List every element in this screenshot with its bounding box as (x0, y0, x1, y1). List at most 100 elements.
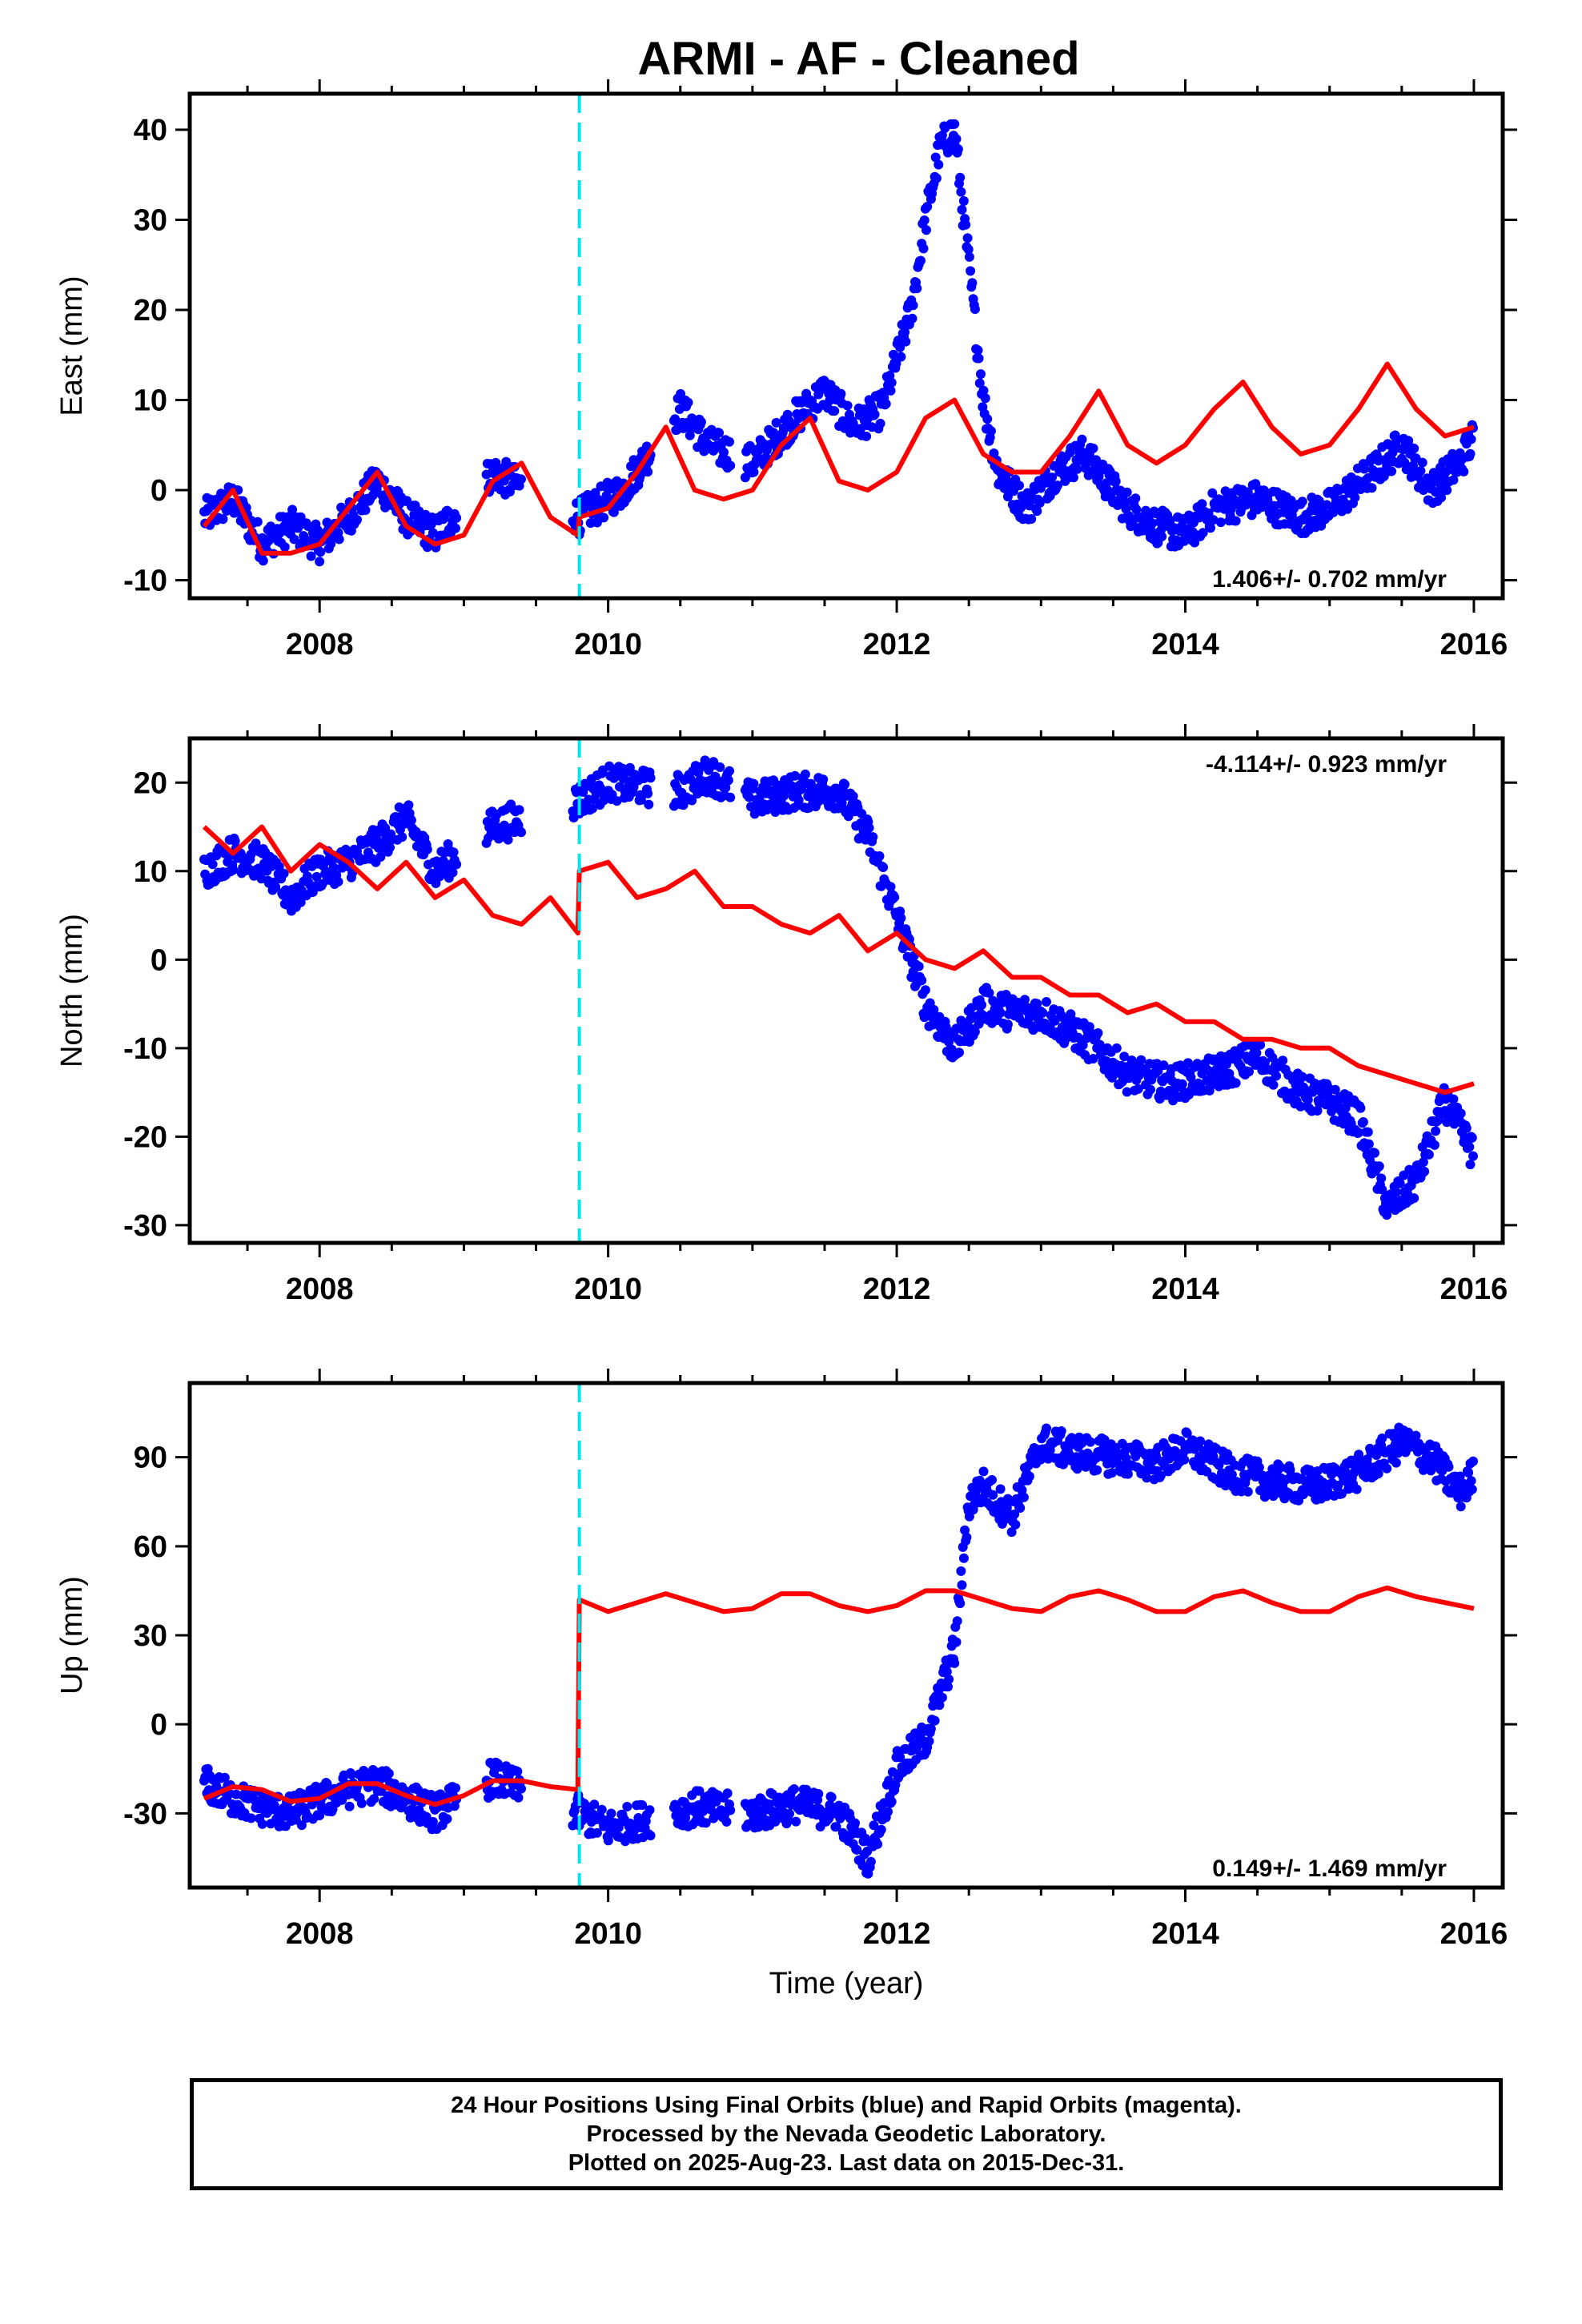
data-point (1382, 1463, 1392, 1474)
data-point (1215, 517, 1226, 528)
data-point (1227, 1470, 1237, 1480)
data-point (977, 999, 987, 1010)
y-axis-label: East (mm) (55, 275, 89, 416)
data-point (257, 1819, 267, 1829)
data-point (352, 515, 362, 525)
y-tick-label: -30 (123, 1797, 167, 1831)
data-point (921, 225, 931, 235)
data-point (951, 134, 962, 144)
data-point (1376, 1440, 1387, 1450)
data-point (1110, 476, 1121, 486)
data-point (683, 397, 693, 408)
data-point (848, 791, 858, 802)
data-point (974, 378, 985, 388)
data-point (608, 507, 619, 517)
data-point (228, 865, 239, 875)
data-point (207, 859, 218, 870)
data-point (963, 244, 974, 255)
data-point (1465, 448, 1476, 459)
y-axis-label: Up (mm) (55, 1576, 89, 1695)
data-point (592, 1827, 602, 1838)
data-point (428, 528, 438, 538)
data-point (813, 1789, 824, 1799)
data-point (995, 1007, 1006, 1018)
data-point (950, 119, 960, 129)
data-point (962, 1532, 972, 1542)
data-point (1318, 1478, 1328, 1488)
y-tick-label: 30 (134, 204, 167, 238)
data-point (1077, 434, 1087, 444)
footer-box: 24 Hour Positions Using Final Orbits (bl… (190, 2078, 1503, 2190)
data-point (375, 852, 386, 862)
data-point (895, 1752, 905, 1763)
data-point (955, 1598, 966, 1609)
data-point (334, 534, 344, 545)
data-point (1363, 1127, 1373, 1137)
data-point (852, 1844, 862, 1855)
data-point (397, 832, 408, 842)
data-point (1179, 1454, 1190, 1465)
data-point (287, 505, 298, 515)
data-point (306, 551, 316, 561)
data-point (1186, 1072, 1196, 1083)
data-point (1056, 1426, 1066, 1436)
data-point (1359, 464, 1370, 474)
data-point (1377, 1433, 1387, 1443)
data-point (1035, 1454, 1046, 1465)
data-point (1442, 485, 1452, 496)
data-point (289, 534, 299, 545)
data-point (891, 358, 901, 368)
data-point (512, 1767, 523, 1776)
data-point (1374, 1161, 1384, 1172)
data-point (1208, 515, 1219, 525)
data-point (1088, 443, 1098, 453)
data-point (279, 868, 289, 879)
data-point (1367, 483, 1377, 493)
data-point (1467, 1484, 1477, 1494)
data-point (791, 1816, 801, 1827)
data-point (1034, 498, 1045, 508)
data-point (919, 215, 930, 225)
data-point (687, 795, 697, 806)
data-point (721, 782, 731, 793)
data-point (1243, 1486, 1253, 1497)
data-point (951, 1637, 962, 1647)
data-point (962, 233, 973, 243)
x-tick-label: 2010 (574, 1273, 642, 1306)
footer-line-3: Plotted on 2025-Aug-23. Last data on 201… (568, 2150, 1125, 2176)
data-point (956, 187, 966, 197)
data-point (1231, 1078, 1241, 1088)
data-point (955, 172, 966, 183)
y-tick-label: -30 (123, 1209, 167, 1243)
data-point (950, 1658, 960, 1668)
panel-east: 2008 2010 2012 2014 2016 -10 0 10 20 30 40 East (mm… (55, 79, 1517, 661)
data-point (589, 1799, 600, 1810)
data-point (1387, 466, 1397, 476)
data-point (344, 1801, 355, 1811)
data-point (606, 1808, 616, 1819)
data-point (907, 313, 917, 324)
data-point (1417, 457, 1427, 468)
data-point (943, 1682, 953, 1692)
data-point (744, 792, 754, 802)
data-point (876, 1824, 886, 1835)
data-point (246, 1813, 256, 1823)
data-point (753, 1804, 763, 1815)
data-point (1244, 1067, 1254, 1077)
data-point (861, 431, 872, 441)
data-point (1363, 473, 1373, 483)
data-point (976, 369, 986, 380)
y-tick-label: 20 (134, 294, 167, 328)
data-point (886, 1796, 897, 1807)
data-point (952, 1616, 962, 1626)
data-point (451, 1783, 460, 1793)
data-point (1350, 493, 1360, 503)
data-point (926, 1723, 936, 1734)
data-point (1131, 505, 1142, 515)
data-point (874, 851, 885, 861)
data-point (873, 1839, 883, 1849)
data-point (1018, 1492, 1029, 1502)
data-point (864, 822, 874, 833)
data-point (930, 1715, 940, 1726)
